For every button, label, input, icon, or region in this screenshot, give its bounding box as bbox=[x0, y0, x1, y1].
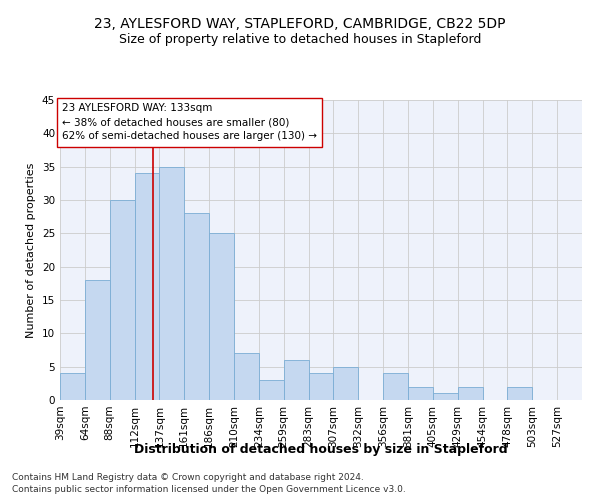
Bar bbox=[334, 366, 358, 400]
Text: Contains public sector information licensed under the Open Government Licence v3: Contains public sector information licen… bbox=[12, 485, 406, 494]
Bar bbox=[209, 234, 234, 400]
Bar bbox=[458, 386, 482, 400]
Bar bbox=[308, 374, 334, 400]
Bar bbox=[184, 214, 209, 400]
Bar bbox=[60, 374, 85, 400]
Bar bbox=[110, 200, 134, 400]
Bar bbox=[284, 360, 308, 400]
Text: Distribution of detached houses by size in Stapleford: Distribution of detached houses by size … bbox=[134, 442, 508, 456]
Bar bbox=[408, 386, 433, 400]
Text: 23 AYLESFORD WAY: 133sqm
← 38% of detached houses are smaller (80)
62% of semi-d: 23 AYLESFORD WAY: 133sqm ← 38% of detach… bbox=[62, 104, 317, 142]
Text: Size of property relative to detached houses in Stapleford: Size of property relative to detached ho… bbox=[119, 32, 481, 46]
Bar bbox=[160, 166, 184, 400]
Bar bbox=[433, 394, 458, 400]
Text: 23, AYLESFORD WAY, STAPLEFORD, CAMBRIDGE, CB22 5DP: 23, AYLESFORD WAY, STAPLEFORD, CAMBRIDGE… bbox=[94, 18, 506, 32]
Bar bbox=[383, 374, 408, 400]
Text: Contains HM Land Registry data © Crown copyright and database right 2024.: Contains HM Land Registry data © Crown c… bbox=[12, 472, 364, 482]
Bar bbox=[134, 174, 160, 400]
Bar bbox=[85, 280, 110, 400]
Bar bbox=[508, 386, 532, 400]
Bar bbox=[234, 354, 259, 400]
Bar bbox=[259, 380, 284, 400]
Y-axis label: Number of detached properties: Number of detached properties bbox=[26, 162, 37, 338]
